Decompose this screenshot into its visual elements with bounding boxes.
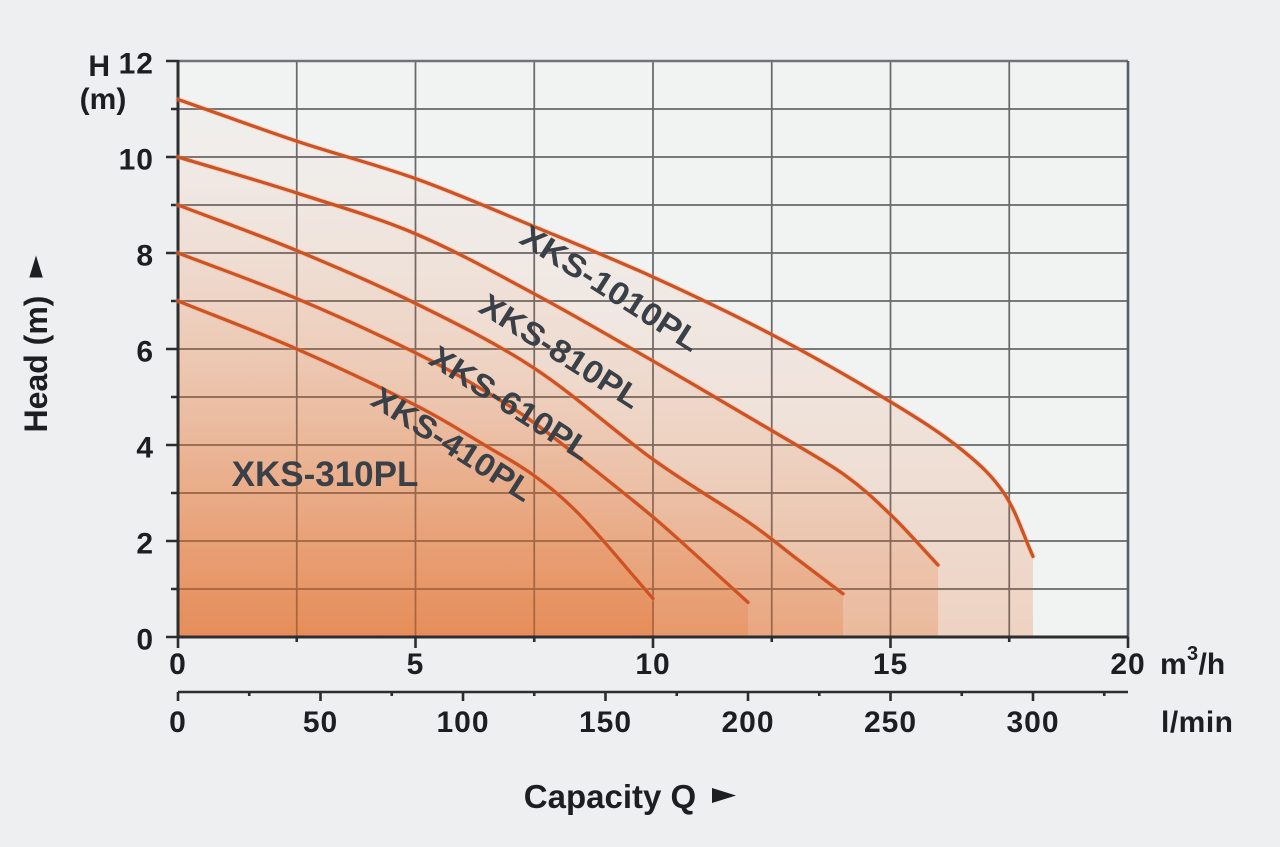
svg-text:0: 0 [136, 624, 154, 657]
svg-text:Capacity Q: Capacity Q [524, 778, 696, 815]
svg-text:3: 3 [1187, 643, 1198, 665]
svg-text:0: 0 [169, 648, 187, 681]
svg-text:(m): (m) [80, 83, 127, 116]
svg-text:2: 2 [136, 528, 154, 561]
svg-text:10: 10 [119, 144, 154, 177]
svg-text:250: 250 [864, 706, 917, 739]
svg-text:300: 300 [1006, 706, 1059, 739]
svg-text:150: 150 [579, 706, 632, 739]
svg-text:6: 6 [136, 336, 154, 369]
svg-text:Head (m): Head (m) [18, 296, 54, 433]
svg-text:/h: /h [1199, 648, 1226, 681]
svg-text:12: 12 [119, 48, 154, 81]
svg-text:4: 4 [136, 432, 154, 465]
svg-text:8: 8 [136, 240, 154, 273]
svg-text:l/min: l/min [1161, 706, 1234, 739]
svg-text:H: H [88, 50, 110, 83]
svg-text:50: 50 [303, 706, 338, 739]
svg-text:m: m [1160, 648, 1187, 681]
svg-text:5: 5 [407, 648, 425, 681]
svg-text:200: 200 [721, 706, 774, 739]
svg-text:10: 10 [635, 648, 670, 681]
svg-text:20: 20 [1110, 648, 1145, 681]
svg-text:XKS-310PL: XKS-310PL [232, 455, 419, 494]
svg-text:15: 15 [873, 648, 908, 681]
svg-text:0: 0 [169, 706, 187, 739]
svg-text:100: 100 [436, 706, 489, 739]
